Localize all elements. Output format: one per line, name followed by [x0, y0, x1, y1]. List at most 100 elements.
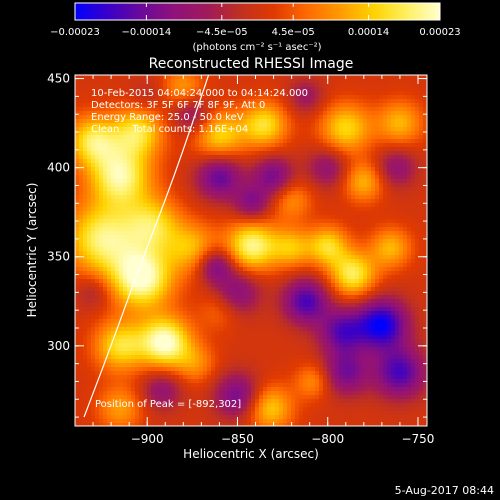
heatmap-cell: [191, 159, 196, 164]
heatmap-cell: [231, 215, 236, 220]
heatmap-cell: [323, 207, 328, 212]
heatmap-cell: [271, 175, 276, 180]
heatmap-cell: [167, 243, 172, 248]
heatmap-cell: [83, 127, 88, 132]
heatmap-cell: [267, 215, 272, 220]
heatmap-cell: [231, 299, 236, 304]
heatmap-cell: [171, 147, 176, 152]
heatmap-cell: [423, 215, 427, 220]
heatmap-cell: [175, 91, 180, 96]
heatmap-cell: [155, 211, 160, 216]
heatmap-cell: [319, 147, 324, 152]
heatmap-cell: [75, 167, 80, 172]
heatmap-cell: [279, 159, 284, 164]
heatmap-cell: [419, 171, 424, 176]
heatmap-cell: [275, 235, 280, 240]
heatmap-cell: [263, 87, 268, 92]
heatmap-cell: [211, 187, 216, 192]
heatmap-cell: [367, 155, 372, 160]
heatmap-cell: [219, 99, 224, 104]
heatmap-cell: [407, 179, 412, 184]
heatmap-cell: [387, 275, 392, 280]
heatmap-cell: [343, 271, 348, 276]
heatmap-cell: [323, 155, 328, 160]
heatmap-cell: [371, 295, 376, 300]
heatmap-cell: [291, 255, 296, 260]
heatmap-cell: [87, 239, 92, 244]
heatmap-cell: [127, 143, 132, 148]
heatmap-cell: [335, 275, 340, 280]
heatmap-cell: [339, 111, 344, 116]
heatmap-cell: [271, 211, 276, 216]
heatmap-cell: [211, 171, 216, 176]
colorbar-tick-label: 0.00023: [419, 27, 460, 38]
heatmap-cell: [107, 295, 112, 300]
heatmap-cell: [363, 103, 368, 108]
heatmap-cell: [323, 75, 328, 80]
heatmap-cell: [107, 223, 112, 228]
heatmap-cell: [151, 127, 156, 132]
heatmap-cell: [315, 235, 320, 240]
heatmap-cell: [195, 295, 200, 300]
heatmap-cell: [267, 91, 272, 96]
heatmap-cell: [251, 83, 256, 88]
heatmap-cell: [99, 247, 104, 252]
heatmap-cell: [315, 195, 320, 200]
heatmap-cell: [155, 267, 160, 272]
heatmap-cell: [203, 267, 208, 272]
heatmap-cell: [211, 235, 216, 240]
heatmap-cell: [203, 271, 208, 276]
heatmap-cell: [119, 247, 124, 252]
heatmap-cell: [115, 171, 120, 176]
heatmap-cell: [175, 167, 180, 172]
heatmap-cell: [79, 263, 84, 268]
heatmap-cell: [343, 251, 348, 256]
heatmap-cell: [387, 295, 392, 300]
heatmap-cell: [79, 143, 84, 148]
heatmap-cell: [395, 243, 400, 248]
heatmap-cell: [111, 239, 116, 244]
heatmap-cell: [99, 203, 104, 208]
heatmap-cell: [147, 175, 152, 180]
heatmap-cell: [263, 199, 268, 204]
heatmap-cell: [323, 287, 328, 292]
heatmap-cell: [299, 211, 304, 216]
heatmap-cell: [99, 227, 104, 232]
heatmap-cell: [263, 143, 268, 148]
heatmap-cell: [407, 143, 412, 148]
heatmap-cell: [271, 87, 276, 92]
heatmap-cell: [275, 211, 280, 216]
heatmap-cell: [79, 99, 84, 104]
heatmap-cell: [203, 263, 208, 268]
heatmap-cell: [179, 247, 184, 252]
heatmap-cell: [135, 83, 140, 88]
heatmap-cell: [367, 259, 372, 264]
heatmap-cell: [123, 135, 128, 140]
heatmap-cell: [79, 215, 84, 220]
heatmap-cell: [167, 91, 172, 96]
heatmap-cell: [275, 271, 280, 276]
heatmap-cell: [339, 295, 344, 300]
heatmap-cell: [199, 243, 204, 248]
heatmap-cell: [251, 123, 256, 128]
heatmap-cell: [187, 255, 192, 260]
heatmap-cell: [219, 267, 224, 272]
heatmap-cell: [127, 151, 132, 156]
heatmap-cell: [163, 267, 168, 272]
heatmap-cell: [103, 203, 108, 208]
heatmap-cell: [287, 111, 292, 116]
heatmap-cell: [323, 267, 328, 272]
heatmap-cell: [115, 103, 120, 108]
heatmap-cell: [159, 247, 164, 252]
heatmap-cell: [119, 103, 124, 108]
heatmap-cell: [155, 231, 160, 236]
heatmap-cell: [183, 111, 188, 116]
heatmap-cell: [187, 83, 192, 88]
heatmap-cell: [211, 231, 216, 236]
heatmap-cell: [215, 203, 220, 208]
heatmap-cell: [207, 291, 212, 296]
heatmap-cell: [223, 99, 228, 104]
heatmap-cell: [131, 115, 136, 120]
heatmap-cell: [159, 275, 164, 280]
heatmap-cell: [247, 263, 252, 268]
